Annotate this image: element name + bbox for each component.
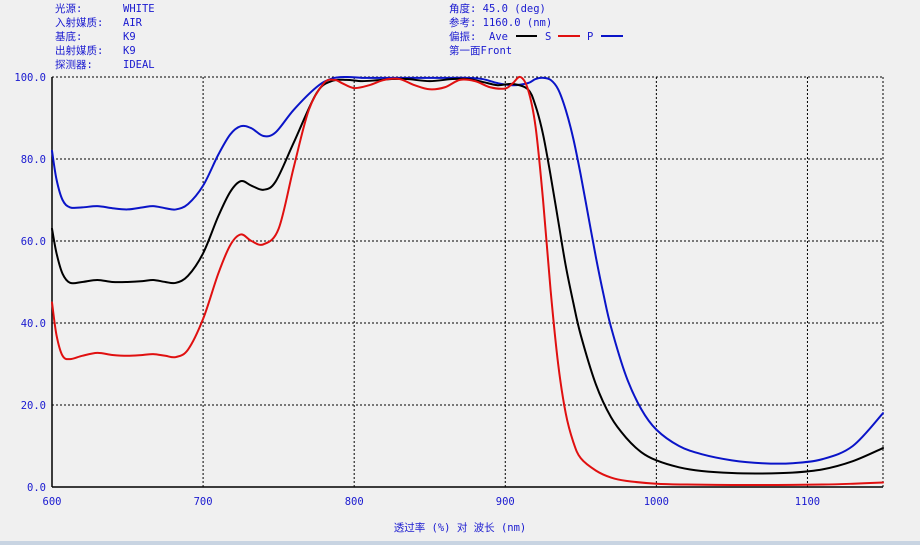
tick-labels: 600 700 800 900 1000 1100 0.0 20.0 40.0 60.0 80.0 1… xyxy=(14,72,820,508)
series-line-ave xyxy=(51,77,884,475)
info-value: K9 xyxy=(123,45,136,57)
info-label: 出射媒质: xyxy=(55,44,103,57)
x-tick-label: 1000 xyxy=(644,496,669,508)
legend-p-label: P xyxy=(587,31,593,43)
info-value: IDEAL xyxy=(123,59,155,71)
info-block-right: 角度: 45.0 (deg) 参考: 1160.0 (nm) 偏振: Ave S… xyxy=(449,2,623,57)
y-tick-label: 20.0 xyxy=(21,400,46,412)
series-lines xyxy=(51,75,884,487)
polarization-label: 偏振: xyxy=(449,30,476,43)
y-tick-label: 40.0 xyxy=(21,318,46,330)
series-line-s xyxy=(51,75,884,487)
info-value: AIR xyxy=(123,17,143,29)
series-line-p xyxy=(51,75,884,465)
angle-text: 角度: 45.0 (deg) xyxy=(449,2,546,15)
info-label: 入射媒质: xyxy=(55,16,103,29)
info-label: 光源: xyxy=(55,2,82,15)
legend-s-label: S xyxy=(545,31,551,43)
grid-lines xyxy=(52,76,884,487)
y-tick-label: 100.0 xyxy=(14,72,46,84)
x-tick-label: 600 xyxy=(43,496,62,508)
info-value: WHITE xyxy=(123,3,155,15)
y-tick-label: 0.0 xyxy=(27,482,46,494)
legend-ave-label: Ave xyxy=(489,31,508,43)
info-label: 基底: xyxy=(55,30,82,43)
x-tick-label: 900 xyxy=(496,496,515,508)
x-tick-label: 800 xyxy=(345,496,364,508)
info-value: K9 xyxy=(123,31,136,43)
info-block-left: 光源: WHITE 入射媒质: AIR 基底: K9 出射媒质: K9 探测器:… xyxy=(55,2,155,71)
plot-axes xyxy=(51,77,883,488)
y-tick-label: 60.0 xyxy=(21,236,46,248)
window-bottom-edge xyxy=(0,541,920,545)
reference-text: 参考: 1160.0 (nm) xyxy=(449,16,552,29)
info-label: 探测器: xyxy=(55,58,93,71)
x-axis-label: 透过率 (%) 对 波长 (nm) xyxy=(394,521,527,534)
y-tick-label: 80.0 xyxy=(21,154,46,166)
x-tick-label: 1100 xyxy=(795,496,820,508)
x-tick-label: 700 xyxy=(194,496,213,508)
surface-text: 第一面Front xyxy=(449,44,512,57)
